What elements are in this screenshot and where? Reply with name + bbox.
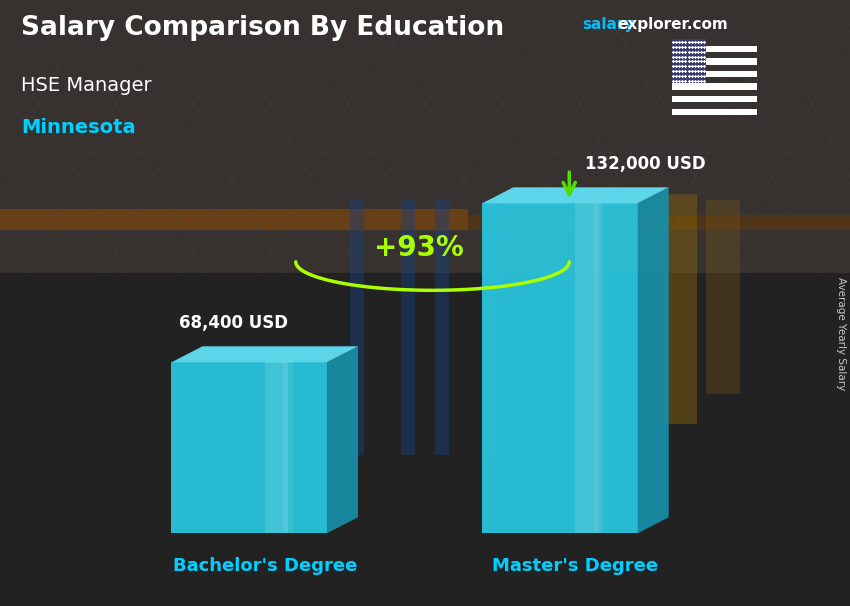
Text: Salary Comparison By Education: Salary Comparison By Education [21,15,504,41]
Bar [672,84,756,90]
Text: +93%: +93% [374,234,464,262]
Polygon shape [327,346,358,533]
Polygon shape [283,362,292,533]
Polygon shape [638,187,669,533]
Polygon shape [482,187,669,204]
Polygon shape [172,362,327,533]
Polygon shape [575,204,598,533]
Polygon shape [264,362,288,533]
Polygon shape [482,204,638,533]
Bar [706,200,740,394]
Text: 132,000 USD: 132,000 USD [585,155,706,173]
Text: HSE Manager: HSE Manager [21,76,152,95]
Bar [672,39,705,84]
Text: Minnesota: Minnesota [21,118,136,137]
Bar [0,209,468,230]
Bar [672,108,756,115]
Polygon shape [594,204,604,533]
Bar [672,45,756,52]
Bar [663,194,697,424]
Polygon shape [0,273,850,606]
Bar [435,200,449,454]
Bar [468,215,850,230]
Text: salary: salary [582,17,635,32]
Text: Average Yearly Salary: Average Yearly Salary [836,277,846,390]
Polygon shape [0,0,850,273]
Text: explorer.com: explorer.com [617,17,728,32]
Bar [672,71,756,77]
Bar [672,58,756,65]
Polygon shape [172,346,358,362]
Bar [350,200,364,454]
Text: Bachelor's Degree: Bachelor's Degree [173,558,357,575]
Bar [672,96,756,102]
Text: 68,400 USD: 68,400 USD [179,315,288,332]
Bar [401,200,415,454]
Text: Master's Degree: Master's Degree [492,558,659,575]
Bar [486,200,500,454]
